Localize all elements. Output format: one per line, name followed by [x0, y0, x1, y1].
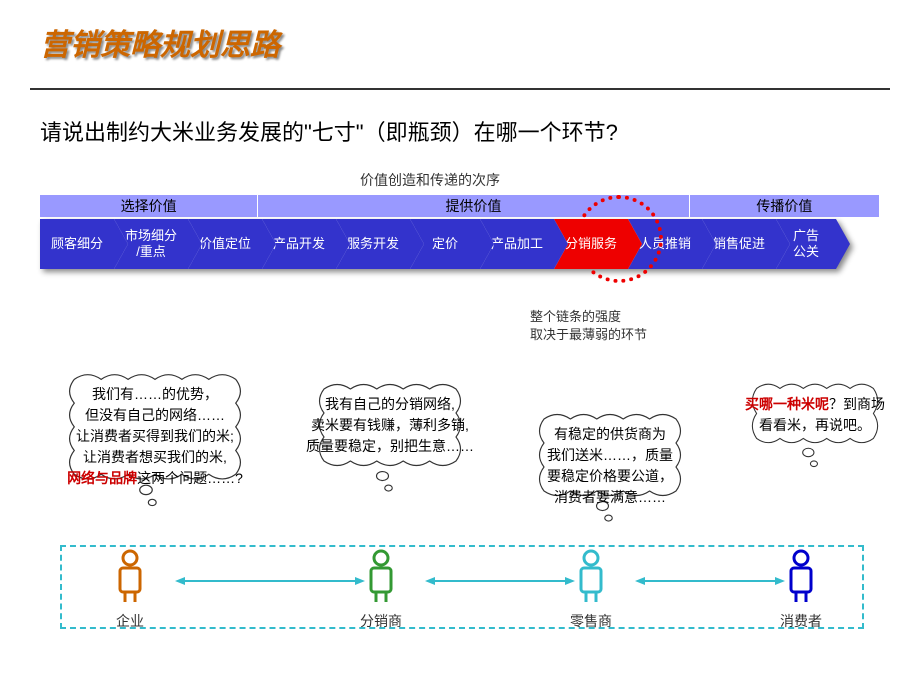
- slide-title: 营销策略规划思路: [40, 20, 280, 64]
- highlight-circle: [575, 195, 663, 283]
- value-chain: 选择价值提供价值传播价值 顾客细分市场细分/重点价值定位产品开发服务开发定价产品…: [40, 195, 880, 275]
- chain-subtitle: 价值创造和传递的次序: [360, 170, 500, 190]
- thought-bubble: 我有自己的分销网络,卖米要有钱赚，薄利多销,质量要稳定，别把生意……: [290, 380, 490, 500]
- flow-arrow: [175, 574, 365, 586]
- chain-footnote: 整个链条的强度取决于最薄弱的环节: [530, 308, 647, 344]
- actors-box: [60, 545, 864, 629]
- divider: [30, 88, 890, 90]
- thought-bubble: 买哪一种米呢？到商场看看米，再说吧。: [720, 380, 910, 475]
- chain-groups: 选择价值提供价值传播价值: [40, 195, 880, 217]
- chain-step: 顾客细分: [40, 219, 114, 269]
- thought-bubble: 有稳定的供货商为我们送米……，质量要稳定价格要公道，消费者要满意……: [510, 410, 710, 530]
- question-text: 请说出制约大米业务发展的"七寸"（即瓶颈）在哪一个环节?: [40, 115, 618, 147]
- chain-group: 传播价值: [690, 195, 880, 217]
- chain-steps: 顾客细分市场细分/重点价值定位产品开发服务开发定价产品加工分销服务人员推销销售促…: [40, 219, 880, 269]
- actor: 零售商: [570, 548, 612, 631]
- chain-group: 选择价值: [40, 195, 258, 217]
- actor: 消费者: [780, 548, 822, 631]
- flow-arrow: [425, 574, 575, 586]
- actor: 企业: [110, 548, 150, 631]
- actor: 分销商: [360, 548, 402, 631]
- flow-arrow: [635, 574, 785, 586]
- thought-bubble: 我们有……的优势，但没有自己的网络……让消费者买得到我们的米;让消费者想买我们的…: [40, 370, 270, 515]
